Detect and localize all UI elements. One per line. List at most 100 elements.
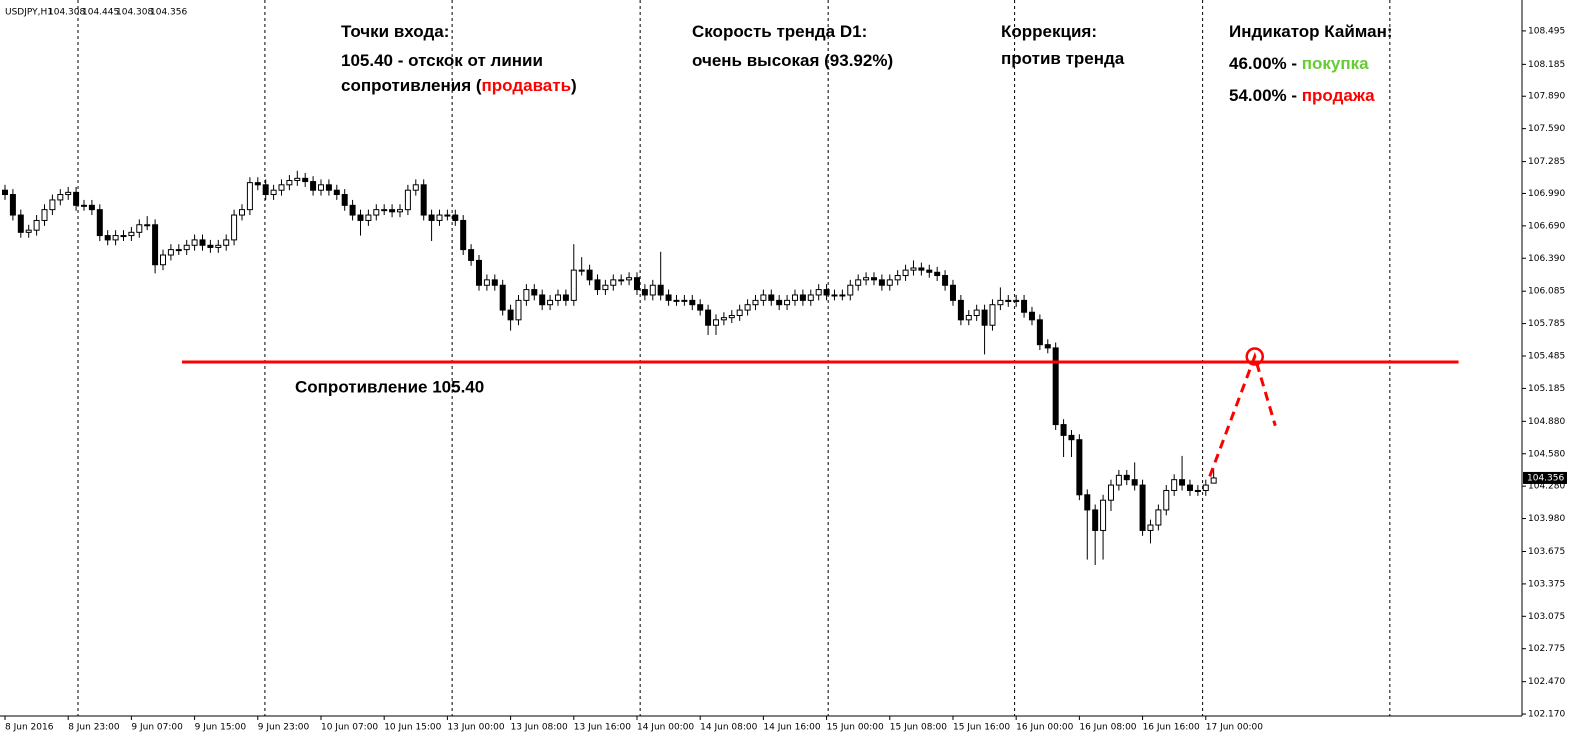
y-tick-label: 105.485: [1528, 352, 1565, 362]
candle-body: [310, 181, 317, 191]
candle-body: [104, 235, 111, 241]
candle-body: [33, 219, 40, 231]
y-tick-label: 107.285: [1528, 157, 1565, 167]
x-tick-label: 9 Jun 15:00: [195, 723, 247, 733]
candle-body: [333, 189, 340, 196]
candle-body: [823, 289, 830, 296]
candle-body: [389, 209, 396, 213]
annotation: 54.00% - продажа: [1229, 86, 1375, 105]
candle-body: [1155, 509, 1162, 526]
x-tick-label: 14 Jun 08:00: [700, 723, 757, 733]
candle-body: [231, 214, 238, 241]
candle-body: [1202, 484, 1209, 491]
candle-body: [144, 224, 151, 227]
candle-body: [1005, 299, 1012, 302]
candle-body: [357, 214, 364, 221]
candle-body: [468, 249, 475, 261]
candle-body: [602, 284, 609, 291]
candle-body: [673, 299, 680, 302]
candle-body: [420, 184, 427, 216]
candle-body: [910, 267, 917, 271]
annotation: 46.00% - покупка: [1229, 54, 1369, 73]
candle-body: [381, 209, 388, 212]
candle-body: [120, 235, 127, 238]
candle-body: [768, 294, 775, 301]
x-tick-label: 15 Jun 08:00: [890, 723, 947, 733]
candle-body: [649, 284, 656, 296]
candle-body: [404, 189, 411, 211]
candle-body: [610, 279, 617, 286]
annotation-segment: против тренда: [1001, 49, 1125, 68]
candle-body: [199, 239, 206, 246]
annotation-segment: Индикатор Кайман:: [1229, 22, 1393, 41]
x-tick-label: 17 Jun 00:00: [1206, 723, 1263, 733]
candle-body: [1123, 474, 1130, 481]
candle-body: [847, 284, 854, 296]
candle-body: [207, 244, 214, 248]
x-tick-label: 15 Jun 16:00: [953, 723, 1010, 733]
candle-body: [633, 277, 640, 291]
candle-body: [49, 199, 56, 211]
candle-body: [254, 182, 261, 186]
candle-body: [791, 294, 798, 301]
candle-body: [578, 269, 585, 272]
candle-body: [736, 309, 743, 316]
candle-body: [878, 279, 885, 286]
candle-body: [373, 209, 380, 216]
y-tick-label: 107.590: [1528, 124, 1565, 134]
annotation-segment: Точки входа:: [341, 22, 449, 41]
candle-body: [1186, 484, 1193, 491]
candle-body: [1028, 311, 1035, 321]
x-tick-label: 13 Jun 08:00: [511, 723, 568, 733]
y-tick-label: 106.990: [1528, 189, 1565, 199]
y-tick-label: 106.085: [1528, 287, 1565, 297]
candle-body: [1068, 434, 1075, 441]
x-tick-label: 13 Jun 16:00: [574, 723, 631, 733]
candle-body: [9, 194, 16, 216]
candle-body: [562, 294, 569, 301]
candle-body: [665, 294, 672, 301]
candle-body: [152, 224, 159, 266]
annotation-segment: 105.40 - отскок от линии: [341, 51, 543, 70]
annotation: Скорость тренда D1:: [692, 22, 867, 41]
candle-body: [365, 214, 372, 221]
candle-body: [278, 184, 285, 191]
candle-body: [1092, 509, 1099, 531]
candle-body: [831, 294, 838, 297]
y-tick-label: 107.890: [1528, 92, 1565, 102]
candle-body: [1179, 479, 1186, 486]
candle-body: [981, 309, 988, 326]
y-tick-label: 106.390: [1528, 254, 1565, 264]
annotation-segment: продавать: [482, 76, 572, 95]
candle-body: [728, 314, 735, 319]
candle-body: [112, 235, 119, 241]
x-tick-label: 9 Jun 23:00: [258, 723, 310, 733]
candle-body: [539, 294, 546, 306]
candle-body: [1131, 479, 1138, 486]
y-tick-label: 108.495: [1528, 26, 1565, 36]
candle-body: [294, 177, 301, 181]
annotation: сопротивления (продавать): [341, 76, 577, 95]
candle-body: [744, 304, 751, 311]
candle-body: [412, 184, 419, 191]
x-tick-label: 13 Jun 00:00: [447, 723, 504, 733]
forecast-target: [1245, 347, 1264, 366]
candle-body: [1060, 424, 1067, 436]
candle-body: [41, 209, 48, 221]
candle-body: [25, 229, 32, 233]
x-tick-label: 16 Jun 16:00: [1143, 723, 1200, 733]
candle-body: [88, 204, 95, 211]
candle-body: [760, 294, 767, 301]
candle-body: [349, 204, 356, 216]
candle-body: [1107, 484, 1114, 501]
candle-body: [491, 279, 498, 286]
candle-body: [175, 249, 182, 252]
candle-body: [870, 277, 877, 281]
y-tick-label: 102.775: [1528, 644, 1565, 654]
candle-body: [799, 294, 806, 301]
candle-body: [515, 299, 522, 321]
header-open: 104.308: [48, 8, 85, 18]
candle-body: [73, 191, 80, 206]
candle-body: [1171, 479, 1178, 491]
